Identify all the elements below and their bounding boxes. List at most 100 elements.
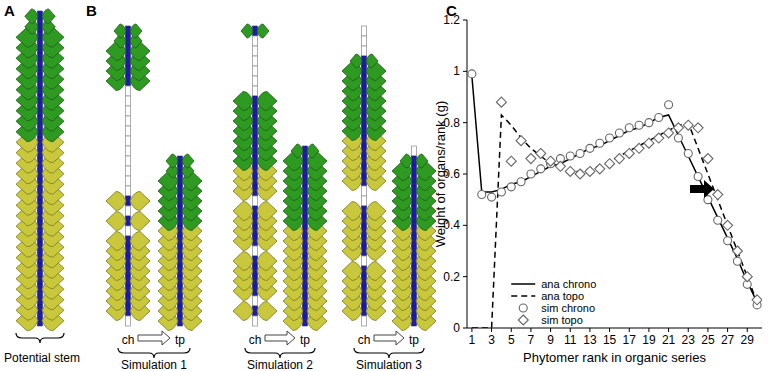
- circle-marker: [527, 170, 535, 178]
- bare-phytomer: [253, 296, 258, 306]
- diamond-marker: [555, 161, 565, 171]
- x-tick-label: 17: [623, 333, 637, 347]
- diamond-marker: [732, 246, 742, 256]
- x-tick-label: 13: [583, 333, 597, 347]
- bare-phytomer: [362, 26, 367, 36]
- leaf: [106, 232, 126, 251]
- y-tick: [463, 276, 467, 277]
- legend-swatch: [519, 304, 527, 312]
- stem: [392, 146, 436, 331]
- stem-diagrams: APotential stemBchtpSimulation 1chtpSimu…: [4, 2, 436, 371]
- stem: [283, 144, 327, 331]
- x-tick: [550, 328, 551, 332]
- bare-phytomer: [253, 76, 258, 86]
- leaf: [25, 9, 38, 24]
- stem-label: ch: [358, 333, 371, 347]
- x-tick: [688, 328, 689, 332]
- x-tick-label: 25: [701, 333, 715, 347]
- bare-phytomer: [126, 96, 131, 106]
- caption: Potential stem: [4, 351, 80, 365]
- diamond-marker: [693, 123, 703, 133]
- bare-phytomer: [126, 206, 131, 216]
- bare-phytomer: [253, 36, 258, 46]
- stem-label: tp: [175, 333, 185, 347]
- leaf: [182, 154, 194, 168]
- diamond-marker: [496, 97, 506, 107]
- x-tick-label: 9: [547, 333, 554, 347]
- x-tick-label: 19: [642, 333, 656, 347]
- bare-phytomer: [126, 186, 131, 196]
- bare-phytomer: [253, 66, 258, 76]
- leaf: [257, 252, 277, 271]
- circle-marker: [694, 173, 702, 181]
- leaf: [291, 144, 303, 158]
- bare-phytomer: [253, 316, 258, 326]
- bare-phytomer: [126, 86, 131, 96]
- bare-phytomer: [126, 316, 131, 326]
- circle-marker: [517, 178, 525, 186]
- diamond-marker: [575, 169, 585, 179]
- x-tick: [589, 328, 590, 332]
- circle-marker: [537, 165, 545, 173]
- plot-area: [468, 70, 762, 328]
- y-tick: [463, 225, 467, 226]
- circle-marker: [596, 139, 604, 147]
- stem-label: ch: [122, 333, 135, 347]
- leaf: [233, 202, 253, 221]
- bare-phytomer: [362, 196, 367, 206]
- leaf: [166, 154, 178, 168]
- x-tick-label: 1: [469, 333, 476, 347]
- leaf: [106, 192, 126, 211]
- x-tick: [727, 328, 728, 332]
- diamond-marker: [644, 138, 654, 148]
- x-tick-label: 11: [564, 333, 577, 347]
- circle-marker: [645, 119, 653, 127]
- x-tick-label: 21: [662, 333, 676, 347]
- leaf: [416, 154, 428, 168]
- brace: [245, 348, 315, 358]
- panel-label: A: [4, 2, 15, 19]
- bare-phytomer: [253, 46, 258, 56]
- x-tick-label: 23: [682, 333, 696, 347]
- leaf: [42, 9, 55, 24]
- y-tick: [463, 122, 467, 123]
- diamond-marker: [713, 190, 723, 200]
- circle-marker: [576, 149, 584, 157]
- bare-phytomer: [362, 36, 367, 46]
- leaf: [233, 252, 253, 271]
- diamond-marker: [546, 156, 556, 166]
- legend: ana chronoana toposim chronosim topo: [511, 278, 596, 326]
- y-tick: [463, 71, 467, 72]
- x-tick-label: 3: [488, 333, 495, 347]
- x-tick-label: 7: [528, 333, 535, 347]
- circle-marker: [468, 70, 476, 78]
- legend-label: ana topo: [541, 290, 584, 302]
- x-tick: [648, 328, 649, 332]
- x-tick: [668, 328, 669, 332]
- stem: [16, 9, 64, 331]
- leaf: [114, 24, 126, 38]
- bare-phytomer: [126, 156, 131, 166]
- diamond-marker: [536, 148, 546, 158]
- leaf: [257, 92, 277, 111]
- circle-marker: [674, 134, 682, 142]
- transform-arrow: [265, 331, 295, 345]
- leaf: [307, 144, 319, 158]
- leaf: [366, 262, 386, 281]
- diamond-marker: [723, 220, 733, 230]
- figure: APotential stemBchtpSimulation 1chtpSimu…: [0, 0, 772, 371]
- diamond-marker: [683, 120, 693, 130]
- bare-phytomer: [126, 166, 131, 176]
- y-tick-label: 0.2: [443, 270, 460, 284]
- circle-marker: [586, 144, 594, 152]
- transform-arrow: [374, 331, 404, 345]
- leaf: [257, 24, 269, 38]
- brace: [16, 333, 64, 343]
- bare-phytomer: [126, 146, 131, 156]
- bare-phytomer: [253, 246, 258, 256]
- circle-marker: [665, 101, 673, 109]
- circle-marker: [507, 183, 515, 191]
- x-tick: [747, 328, 748, 332]
- bare-phytomer: [126, 116, 131, 126]
- diamond-marker: [673, 123, 683, 133]
